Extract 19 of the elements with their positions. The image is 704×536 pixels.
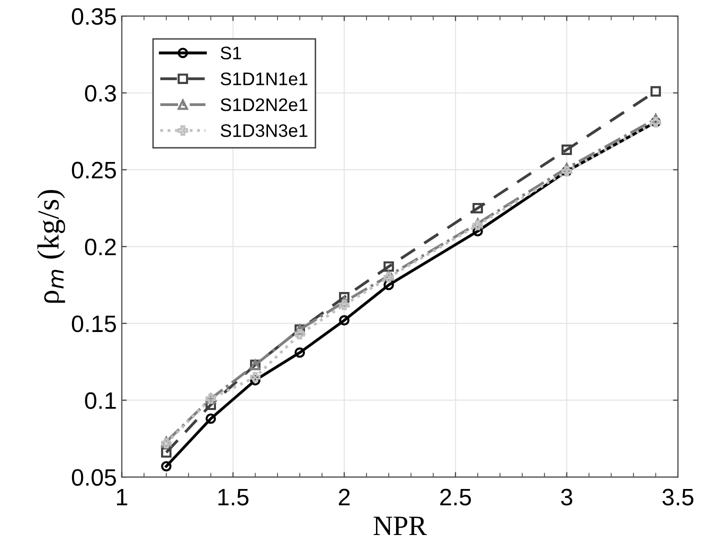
x-tick-label: 3.5 bbox=[662, 488, 694, 506]
legend-label: S1D1N1e1 bbox=[220, 72, 308, 86]
legend-label: S1D2N2e1 bbox=[220, 98, 308, 112]
y-tick-label: 0.1 bbox=[85, 392, 116, 409]
x-tick-label: 2.5 bbox=[440, 488, 471, 506]
y-tick-label: 0.2 bbox=[85, 238, 116, 256]
legend-label: S1 bbox=[220, 46, 242, 60]
x-tick-label: 3 bbox=[561, 488, 572, 506]
legend-label: S1D3N3e1 bbox=[220, 124, 308, 137]
x-axis-title: NPR bbox=[374, 516, 427, 535]
x-tick-label: 1.5 bbox=[218, 489, 248, 506]
x-tick-label: 2 bbox=[338, 488, 350, 506]
y-tick-label: 0.25 bbox=[72, 162, 116, 179]
y-axis-title: ρ$_{m}$ (kg/s) bbox=[37, 190, 66, 303]
y-tick-label: 0.35 bbox=[72, 8, 116, 25]
y-tick-label: 0.15 bbox=[72, 315, 116, 332]
y-tick-label: 0.05 bbox=[72, 469, 116, 486]
x-tick-label: 1 bbox=[117, 489, 128, 506]
y-tick-label: 0.3 bbox=[85, 84, 116, 102]
